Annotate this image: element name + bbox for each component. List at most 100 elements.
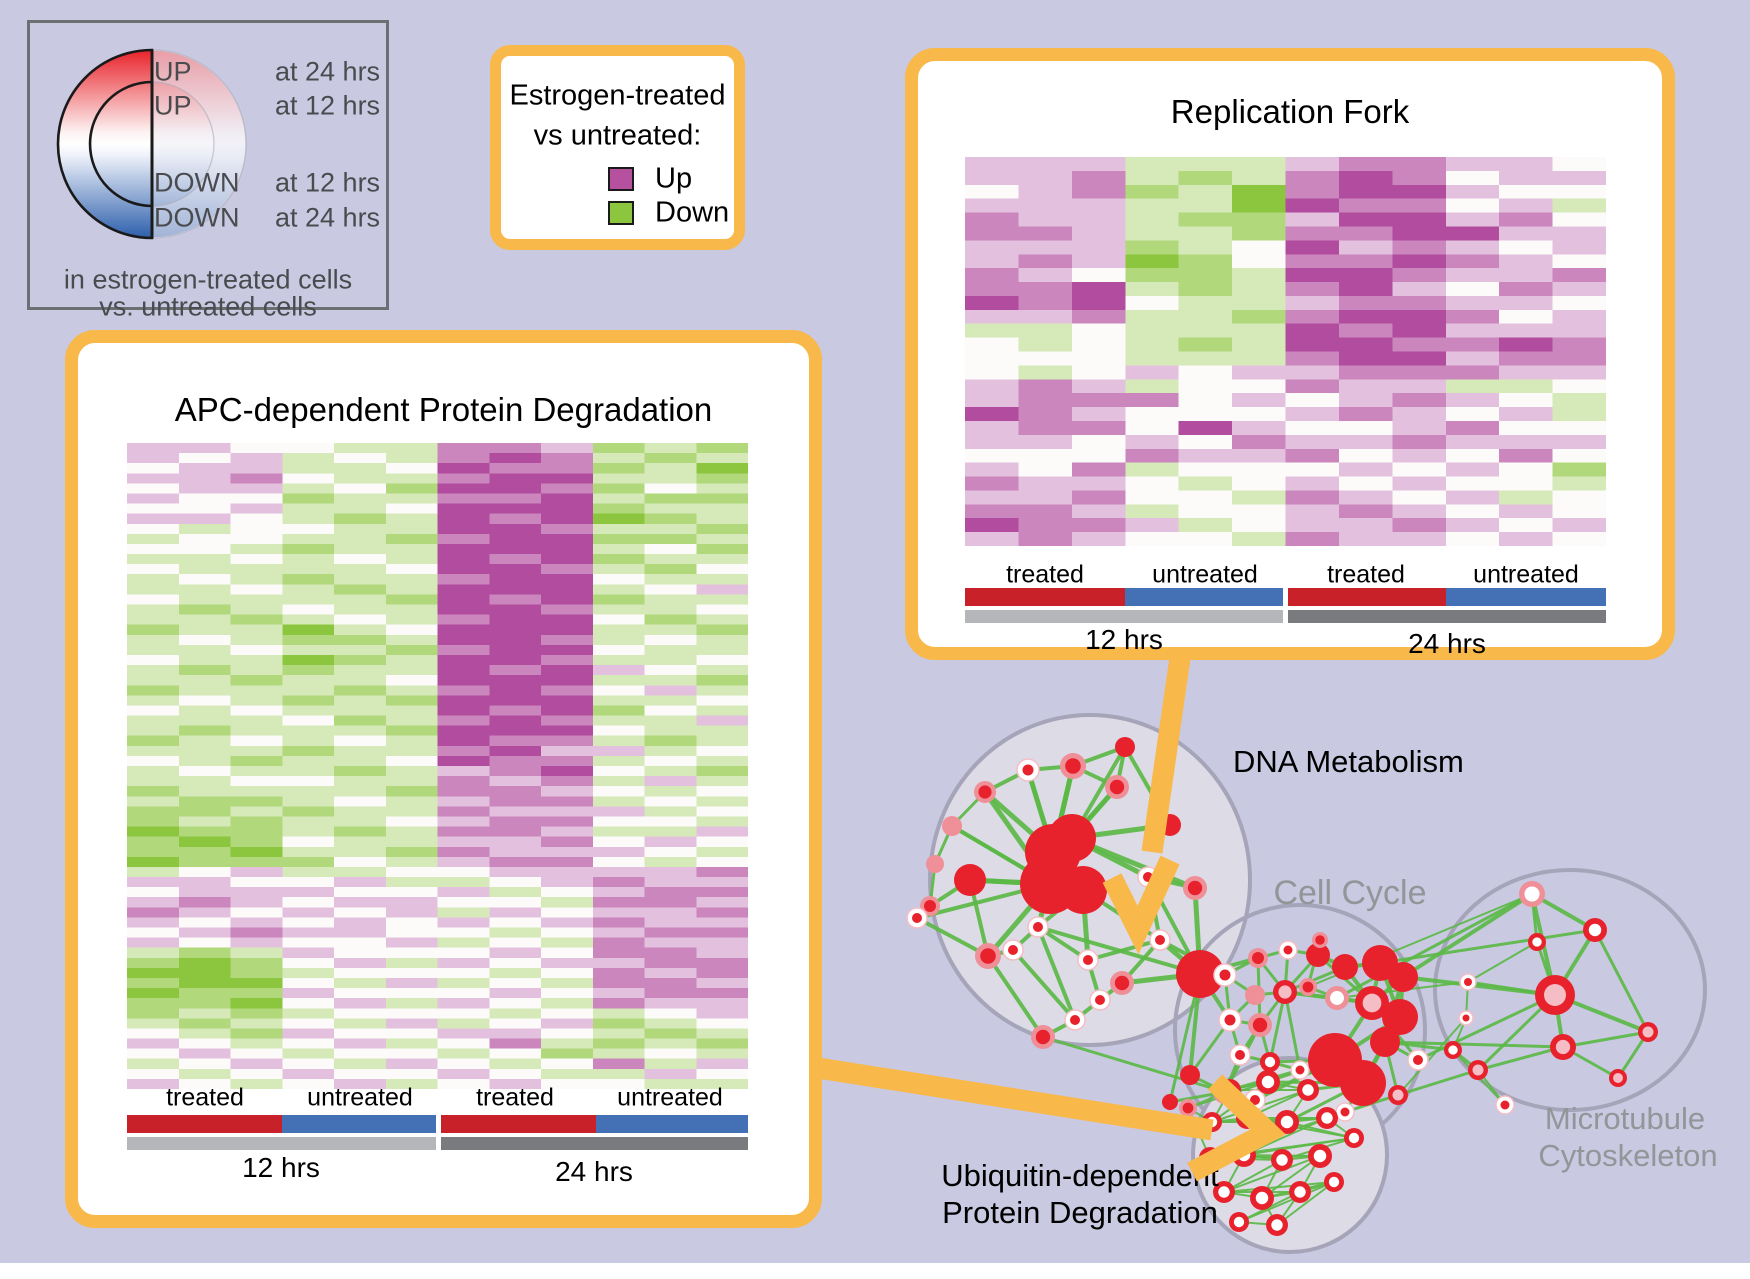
heatmap-cell bbox=[1552, 323, 1606, 339]
heatmap-cell bbox=[1178, 226, 1234, 241]
heatmap-cell bbox=[437, 705, 491, 716]
heatmap-cell bbox=[282, 554, 336, 565]
heatmap-cell bbox=[1232, 170, 1288, 186]
heatmap-cell bbox=[334, 998, 388, 1009]
network-edge bbox=[915, 916, 990, 958]
heatmap-cell bbox=[334, 937, 388, 949]
heatmap-cell bbox=[696, 957, 748, 969]
heatmap-cell bbox=[385, 967, 440, 979]
heatmap-cell bbox=[1445, 198, 1501, 214]
heatmap-cell bbox=[541, 604, 595, 615]
heatmap-cell bbox=[385, 604, 440, 615]
heatmap-cell bbox=[644, 786, 698, 797]
heatmap-cell bbox=[696, 675, 748, 686]
heatmap-cell bbox=[385, 574, 440, 585]
heatmap-cell bbox=[1338, 504, 1394, 519]
heatmap-cell bbox=[178, 735, 233, 747]
heatmap-cell bbox=[437, 866, 491, 878]
heatmap-cell bbox=[1552, 448, 1606, 464]
heatmap-cell bbox=[1392, 240, 1448, 255]
heatmap-cell bbox=[541, 564, 595, 575]
heatmap-cell bbox=[334, 1078, 388, 1089]
network-edge bbox=[1467, 941, 1538, 983]
heatmap-cell bbox=[230, 574, 284, 585]
heatmap-cell bbox=[385, 725, 440, 737]
heatmap-cell bbox=[644, 1058, 698, 1070]
heatmap-cell bbox=[178, 977, 233, 989]
heatmap-cell bbox=[489, 977, 543, 989]
heatmap-cell bbox=[1071, 532, 1127, 546]
heatmap-cell bbox=[541, 594, 595, 605]
heatmap-cell bbox=[1552, 268, 1606, 283]
heatmap-cell bbox=[696, 543, 748, 555]
heatmap-cell bbox=[1018, 198, 1074, 214]
heatmap-cell bbox=[178, 463, 233, 474]
heatmap-cell bbox=[437, 897, 491, 908]
heatmap-cell bbox=[592, 796, 647, 807]
heatmap-cell bbox=[1392, 434, 1448, 450]
heatmap-cell bbox=[127, 907, 181, 918]
heatmap-cell bbox=[1392, 184, 1448, 200]
heatmap-cell bbox=[282, 493, 336, 504]
heatmap-cell bbox=[1392, 490, 1448, 505]
heatmap-cell bbox=[1392, 420, 1448, 436]
heatmap-cell bbox=[1392, 323, 1448, 339]
heatmap-cell bbox=[489, 463, 543, 474]
heatmap-cell bbox=[385, 1048, 440, 1060]
heatmap-cell bbox=[178, 715, 233, 727]
heatmap-cell bbox=[127, 665, 181, 676]
heatmap-cell bbox=[1445, 462, 1501, 478]
heatmap-cell bbox=[489, 543, 543, 555]
heatmap-cell bbox=[334, 796, 388, 807]
heatmap-cell bbox=[1499, 393, 1555, 408]
heatmap-cell bbox=[1125, 476, 1181, 491]
heatmap-cell bbox=[1125, 448, 1181, 464]
heatmap-cell bbox=[127, 654, 181, 666]
apc-treated-bar-12 bbox=[127, 1115, 282, 1133]
heatmap-cell bbox=[1125, 337, 1181, 353]
heatmap-cell bbox=[230, 483, 284, 494]
heatmap-cell bbox=[230, 755, 284, 767]
network-node-core bbox=[1271, 1219, 1283, 1231]
heatmap-cell bbox=[282, 483, 336, 494]
apc-untreated-bar-12 bbox=[282, 1115, 436, 1133]
heatmap-cell bbox=[1071, 365, 1127, 380]
heatmap-cell bbox=[334, 503, 388, 515]
heatmap-cell bbox=[385, 473, 440, 484]
heatmap-cell bbox=[696, 483, 748, 494]
heatmap-cell bbox=[178, 917, 233, 928]
heatmap-cell bbox=[1552, 295, 1606, 311]
heatmap-cell bbox=[437, 816, 491, 827]
heatmap-cell bbox=[282, 866, 336, 878]
heatmap-cell bbox=[127, 917, 181, 928]
heatmap-cell bbox=[644, 1008, 698, 1019]
network-node-core bbox=[1302, 1084, 1314, 1096]
heatmap-cell bbox=[1392, 268, 1448, 283]
heatmap-cell bbox=[1018, 226, 1074, 241]
network-node-core bbox=[1500, 1100, 1510, 1110]
heatmap-cell bbox=[965, 490, 1021, 505]
heatmap-cell bbox=[1232, 254, 1288, 269]
heatmap-cell bbox=[127, 473, 181, 484]
heatmap-cell bbox=[334, 745, 388, 757]
apc-group-label-3: treated bbox=[476, 1083, 554, 1112]
updown-caption-line2: vs. untreated cells bbox=[99, 291, 317, 322]
heatmap-cell bbox=[644, 816, 698, 827]
heatmap-cell bbox=[1552, 337, 1606, 353]
heatmap-cell bbox=[127, 624, 181, 636]
heatmap-cell bbox=[1178, 448, 1234, 464]
heatmap-cell bbox=[437, 1048, 491, 1060]
heatmap-cell bbox=[1232, 379, 1288, 394]
heatmap-cell bbox=[1285, 240, 1341, 255]
heatmap-cell bbox=[178, 695, 233, 706]
heatmap-cell bbox=[1392, 504, 1448, 519]
heatmap-cell bbox=[282, 644, 336, 656]
heatmap-cell bbox=[592, 877, 647, 888]
heatmap-cell bbox=[385, 453, 440, 464]
heatmap-cell bbox=[1338, 448, 1394, 464]
network-node bbox=[1180, 1065, 1200, 1085]
heatmap-cell bbox=[1499, 170, 1555, 186]
heatmap-cell bbox=[541, 786, 595, 797]
heatmap-cell bbox=[127, 463, 181, 474]
heatmap-cell bbox=[230, 1048, 284, 1060]
